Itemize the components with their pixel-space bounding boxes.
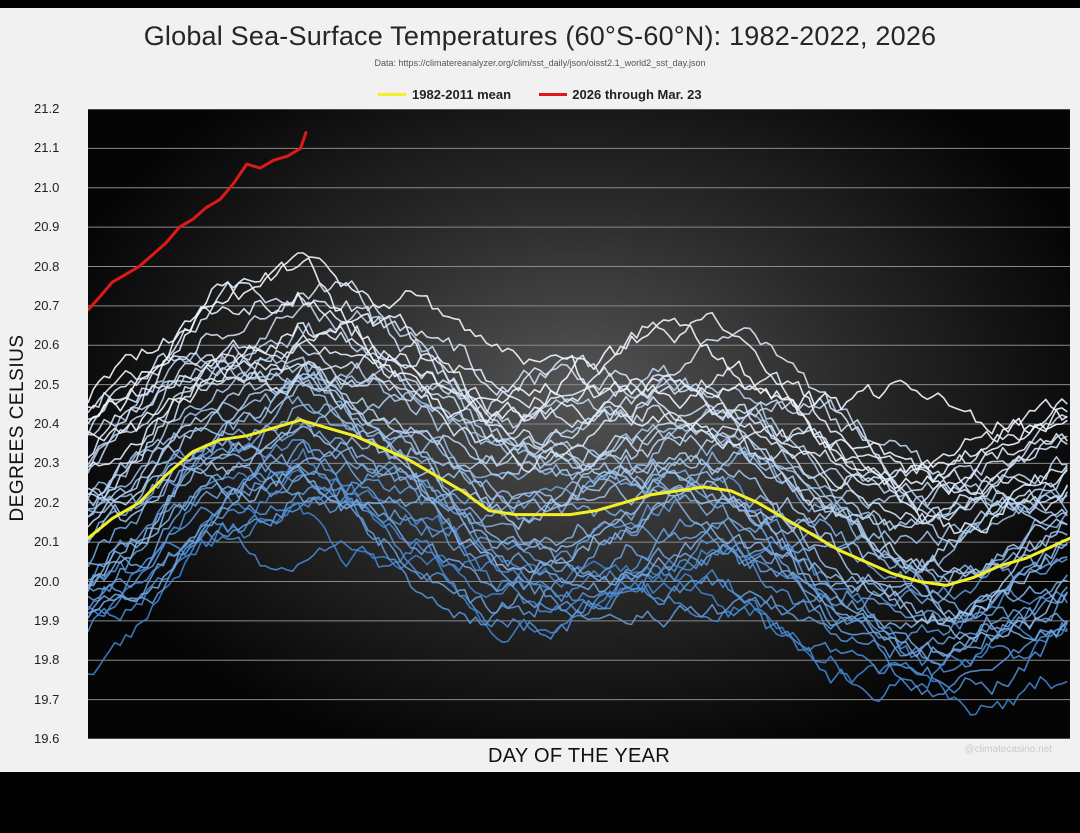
y-tick-label: 20.3 <box>34 455 60 471</box>
y-axis-label: DEGREES CELSIUS <box>7 334 28 522</box>
y-tick-label: 20.9 <box>34 219 60 235</box>
background-year-line <box>88 280 1068 525</box>
legend-entry-2026: 2026 through Mar. 23 <box>538 87 702 102</box>
series-line-2026 <box>88 131 308 312</box>
background-year-lines <box>88 252 1069 716</box>
y-tick-label: 20.5 <box>34 376 60 392</box>
y-tick-label: 20.2 <box>34 494 60 510</box>
background-year-line <box>88 252 1068 495</box>
chart-legend: 1982-2011 mean 2026 through Mar. 23 <box>0 87 1080 102</box>
background-year-line <box>88 421 1068 630</box>
y-tick-label: 20.6 <box>34 337 60 353</box>
y-tick-label: 19.9 <box>34 612 60 628</box>
legend-label-2026: 2026 through Mar. 23 <box>572 87 702 102</box>
legend-swatch-mean <box>378 93 407 97</box>
background-year-line <box>88 362 1068 578</box>
background-year-line <box>88 312 1068 471</box>
highlight-series <box>88 131 1070 587</box>
y-tick-label: 20.7 <box>34 297 60 313</box>
background-year-line <box>88 403 1068 601</box>
y-tick-label: 20.4 <box>34 416 60 431</box>
y-tick-label: 20.0 <box>34 573 60 589</box>
legend-label-mean: 1982-2011 mean <box>412 87 512 102</box>
background-year-line <box>88 301 1069 532</box>
background-year-line <box>88 257 1068 435</box>
legend-entry-mean: 1982-2011 mean <box>378 87 511 102</box>
plot-svg <box>88 109 1070 739</box>
background-year-line <box>88 453 1069 620</box>
y-tick-label: 21.0 <box>34 179 60 195</box>
chart-source-url: Data: https://climatereanalyzer.org/clim… <box>374 58 706 68</box>
background-year-line <box>88 476 1068 666</box>
y-tick-label: 21.1 <box>34 140 60 156</box>
chart-title: Global Sea-Surface Temperatures (60°S-60… <box>143 21 937 51</box>
y-tick-label: 19.6 <box>34 731 60 746</box>
legend-swatch-2026 <box>538 93 567 97</box>
background-year-line <box>88 310 1068 572</box>
background-year-line <box>88 343 1068 494</box>
y-tick-label: 19.7 <box>34 691 60 707</box>
x-axis-label: DAY OF THE YEAR <box>488 745 670 767</box>
background-year-line <box>88 291 1068 475</box>
y-tick-label: 21.2 <box>34 101 60 116</box>
background-year-line <box>88 334 1068 535</box>
background-year-line <box>88 501 1068 716</box>
background-year-line <box>88 362 1068 521</box>
watermark: @climatecasino.net <box>964 744 1052 755</box>
y-tick-label: 19.8 <box>34 652 60 668</box>
background-year-line <box>88 373 1068 528</box>
background-year-line <box>88 364 1068 487</box>
background-year-line <box>88 375 1068 625</box>
series-line-mean <box>88 418 1070 587</box>
y-tick-label: 20.1 <box>34 534 60 550</box>
y-tick-label: 20.8 <box>34 258 60 274</box>
chart-figure: Global Sea-Surface Temperatures (60°S-60… <box>0 8 1080 772</box>
background-year-line <box>88 404 1068 547</box>
gridlines <box>88 109 1070 739</box>
background-year-line <box>88 457 1068 661</box>
background-year-line <box>88 440 1068 659</box>
plot-area <box>88 109 1070 739</box>
background-year-line <box>88 327 1068 514</box>
background-year-line <box>88 471 1068 657</box>
background-year-line <box>88 494 1068 689</box>
